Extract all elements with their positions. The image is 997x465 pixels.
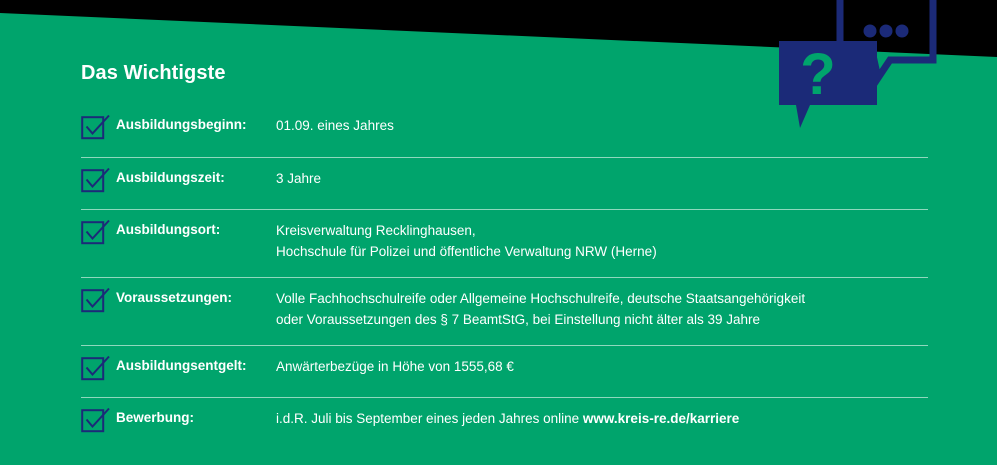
list-item: Ausbildungsbeginn: 01.09. eines Jahres [81,105,928,157]
row-value: Kreisverwaltung Recklinghausen, Hochschu… [276,220,928,262]
row-value: 3 Jahre [276,168,928,189]
value-line: 3 Jahre [276,171,322,186]
checkbox-checked-icon [81,287,110,313]
checkbox-checked-icon [81,167,110,193]
value-line: oder Voraussetzungen des § 7 BeamtStG, b… [276,312,761,327]
row-value: 01.09. eines Jahres [276,115,928,136]
row-value: Volle Fachhochschulreife oder Allgemeine… [276,288,928,330]
list-item: Bewerbung: i.d.R. Juli bis September ein… [81,397,928,447]
page-title: Das Wichtigste [81,62,226,84]
row-label: Voraussetzungen: [116,290,233,305]
row-value: Anwärterbezüge in Höhe von 1555,68 € [276,356,928,377]
key-facts-list: Ausbildungsbeginn: 01.09. eines Jahres A… [81,105,928,447]
row-label: Bewerbung: [116,410,195,425]
row-label: Ausbildungsbeginn: [116,117,247,132]
value-line: Hochschule für Polizei und öffentliche V… [276,244,657,259]
value-line: 01.09. eines Jahres [276,118,394,133]
row-label: Ausbildungsentgelt: [116,358,247,373]
list-item: Ausbildungszeit: 3 Jahre [81,157,928,209]
checkbox-checked-icon [81,407,110,433]
value-line: Kreisverwaltung Recklinghausen, [276,223,476,238]
checkbox-checked-icon [81,355,110,381]
checkbox-checked-icon [81,114,110,140]
list-item: Voraussetzungen: Volle Fachhochschulreif… [81,277,928,345]
list-item: Ausbildungsort: Kreisverwaltung Reckling… [81,209,928,277]
checkbox-checked-icon [81,219,110,245]
value-line: i.d.R. Juli bis September eines jeden Ja… [276,411,583,426]
row-label: Ausbildungsort: [116,222,221,237]
row-value: i.d.R. Juli bis September eines jeden Ja… [276,408,928,429]
value-line: Anwärterbezüge in Höhe von 1555,68 € [276,359,514,374]
application-link[interactable]: www.kreis-re.de/karriere [582,411,740,426]
value-line: Volle Fachhochschulreife oder Allgemeine… [276,291,806,306]
row-label: Ausbildungszeit: [116,170,225,185]
list-item: Ausbildungsentgelt: Anwärterbezüge in Hö… [81,345,928,397]
